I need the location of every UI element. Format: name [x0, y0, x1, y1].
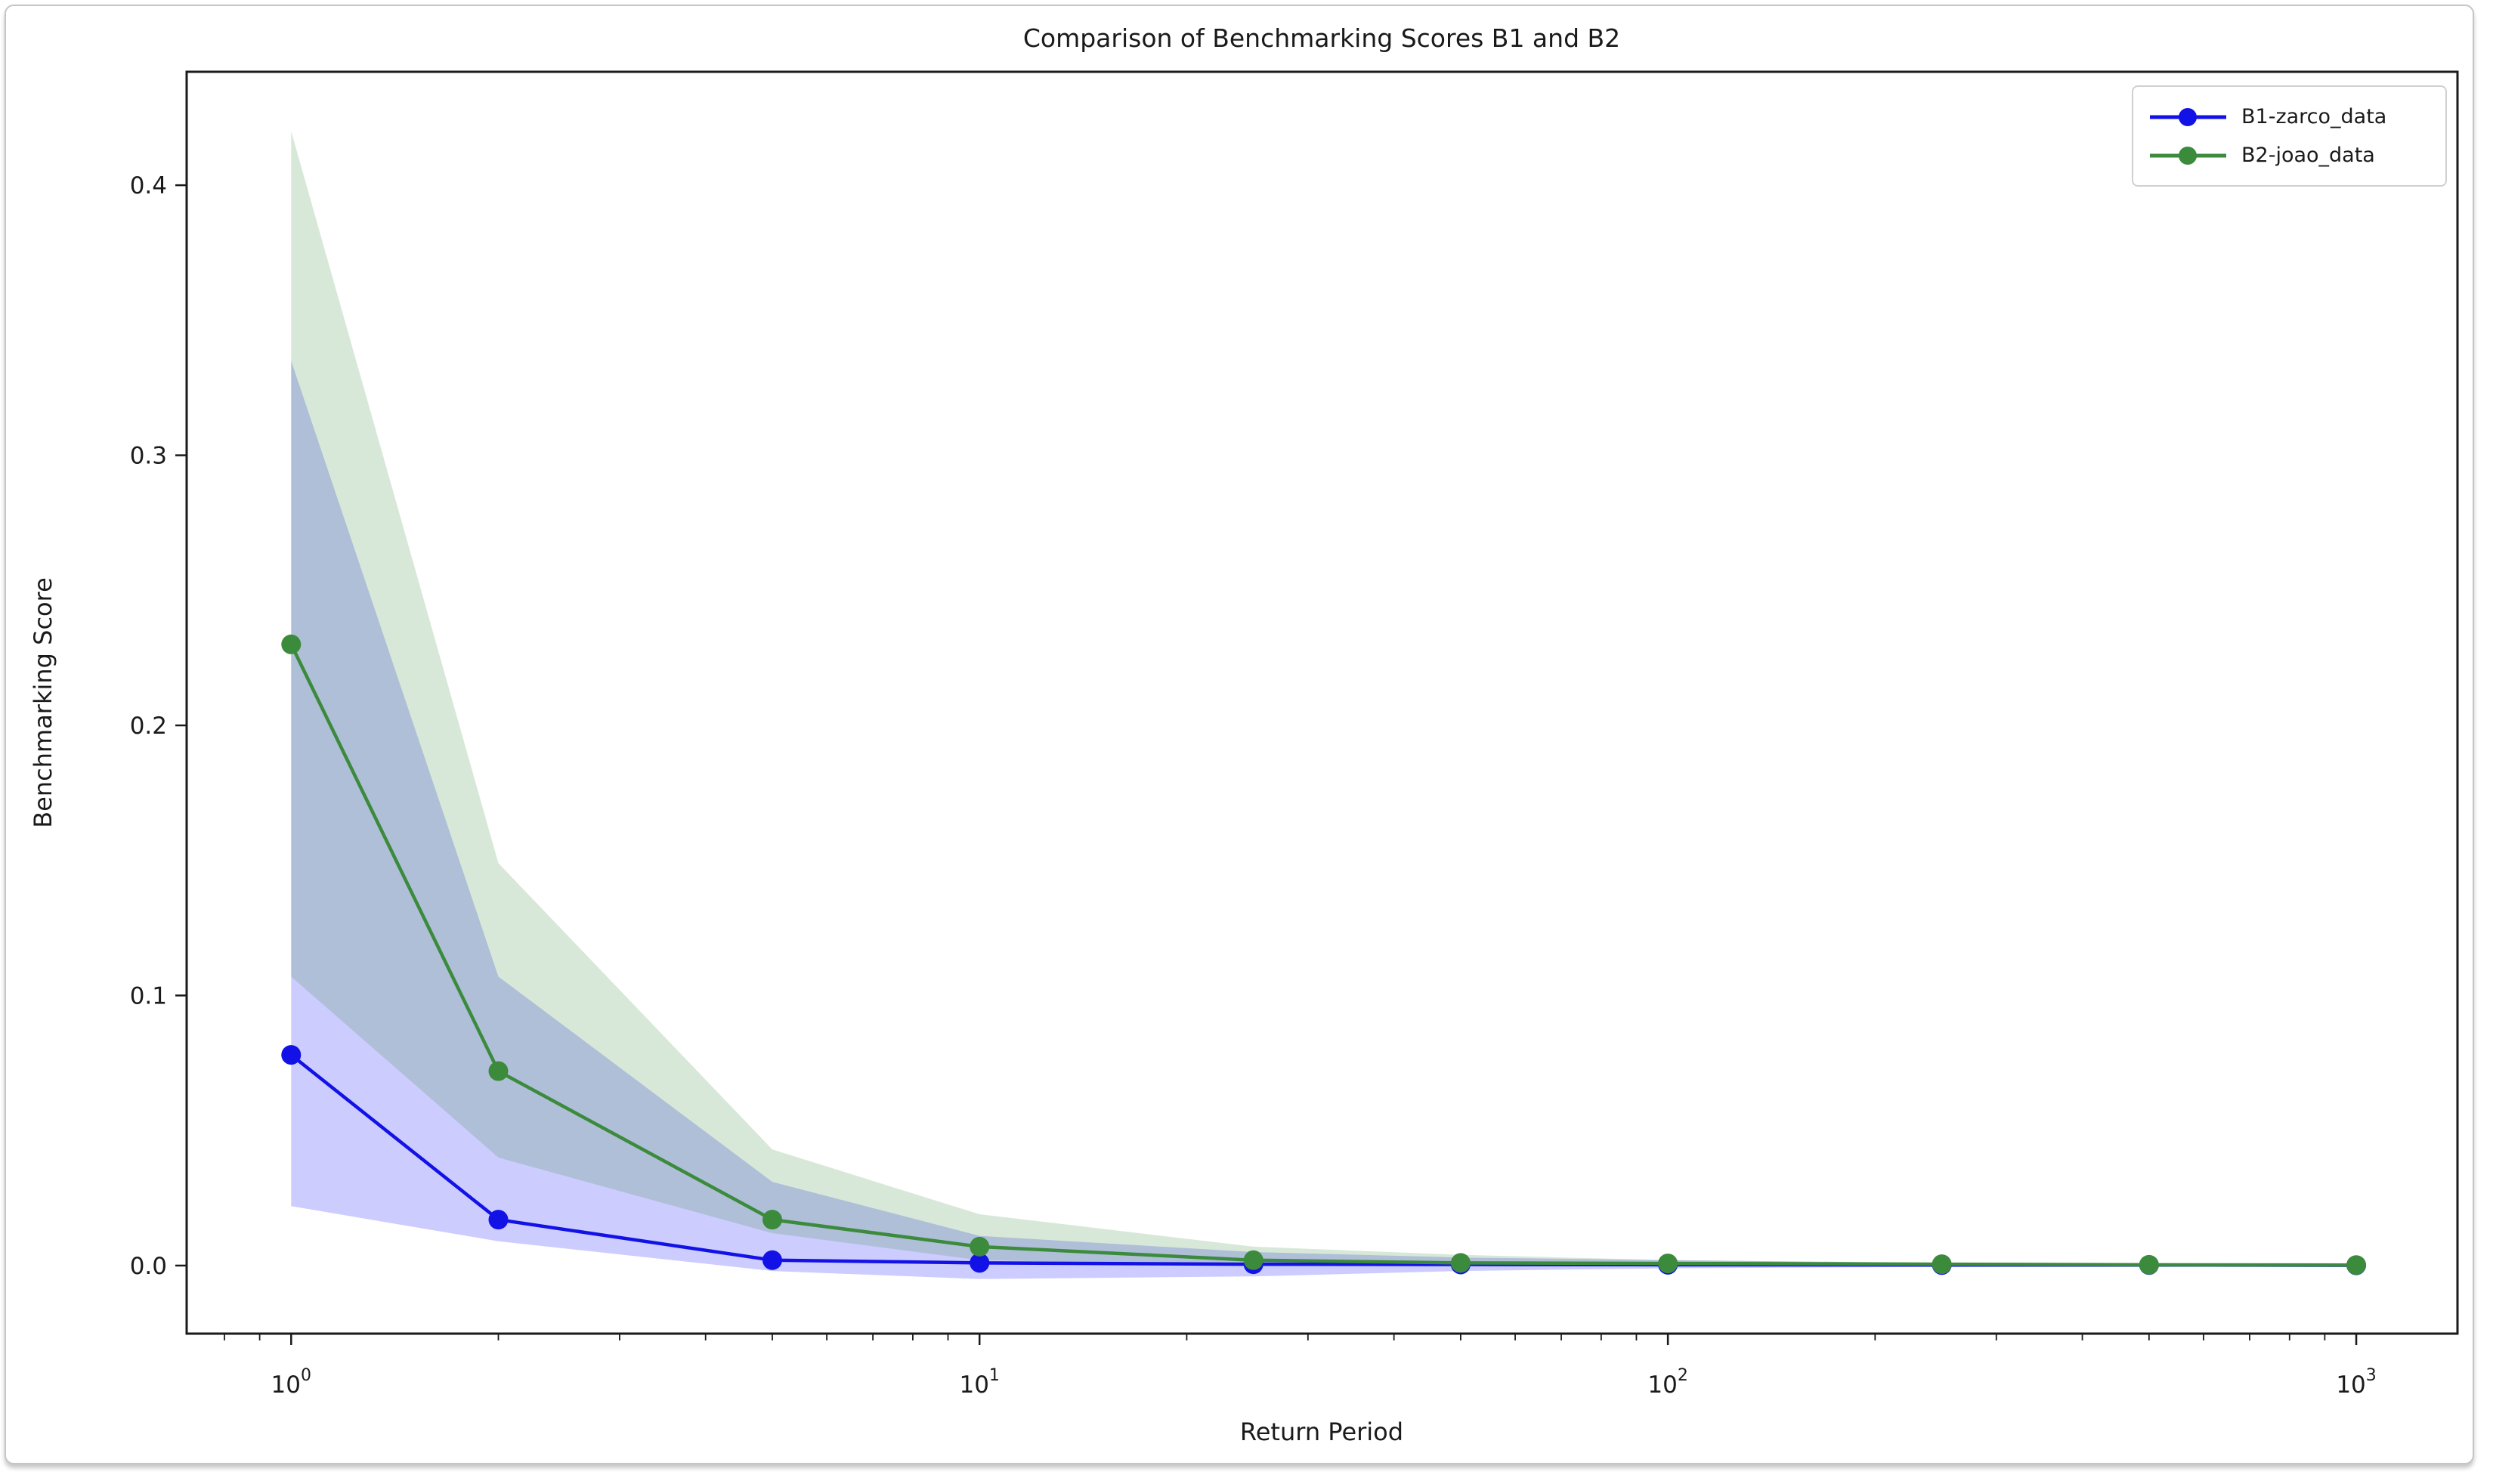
y-tick-label: 0.3 — [130, 443, 167, 470]
figure-card — [5, 5, 2474, 1464]
b1-line-marker-icon — [2150, 107, 2226, 126]
data-point-B2-joao_data — [1450, 1253, 1471, 1273]
data-point-B2-joao_data — [1658, 1254, 1678, 1274]
y-tick-label: 0.4 — [130, 172, 167, 199]
x-axis-label: Return Period — [1240, 1418, 1403, 1446]
data-point-B1-zarco_data — [970, 1253, 990, 1273]
data-point-B2-joao_data — [970, 1236, 990, 1257]
data-point-B2-joao_data — [762, 1210, 782, 1230]
x-tick-label: 100 — [271, 1366, 311, 1399]
confidence-band-B2-joao_data — [291, 131, 2357, 1266]
data-point-B2-joao_data — [1243, 1250, 1264, 1270]
data-point-B2-joao_data — [1932, 1254, 1952, 1275]
data-point-B1-zarco_data — [762, 1250, 782, 1270]
data-point-B2-joao_data — [488, 1061, 509, 1081]
legend: B1-zarco_data B2-joao_data — [2132, 85, 2447, 187]
y-tick-label: 0.0 — [130, 1253, 167, 1280]
chart-title: Comparison of Benchmarking Scores B1 and… — [1023, 23, 1620, 53]
y-axis-label: Benchmarking Score — [29, 577, 57, 828]
x-tick-label: 102 — [1647, 1366, 1687, 1399]
confidence-band-B1-zarco_data — [291, 360, 2357, 1279]
data-point-B1-zarco_data — [488, 1210, 509, 1230]
y-tick-label: 0.2 — [130, 713, 167, 740]
x-tick-label: 103 — [2336, 1366, 2376, 1399]
data-point-B1-zarco_data — [281, 1045, 302, 1065]
axes-frame — [185, 70, 2459, 1335]
data-point-B2-joao_data — [2139, 1254, 2159, 1275]
legend-item-b1: B1-zarco_data — [2148, 105, 2438, 128]
data-point-B2-joao_data — [2346, 1255, 2367, 1275]
legend-item-b2: B2-joao_data — [2148, 144, 2438, 167]
series-line-B2-joao_data — [289, 643, 2357, 1267]
data-point-B2-joao_data — [281, 634, 302, 654]
b2-line-marker-icon — [2150, 146, 2226, 165]
legend-label-b1: B1-zarco_data — [2241, 105, 2387, 128]
x-tick-label: 101 — [959, 1366, 999, 1399]
legend-label-b2: B2-joao_data — [2241, 144, 2375, 167]
y-tick-label: 0.1 — [130, 982, 167, 1009]
